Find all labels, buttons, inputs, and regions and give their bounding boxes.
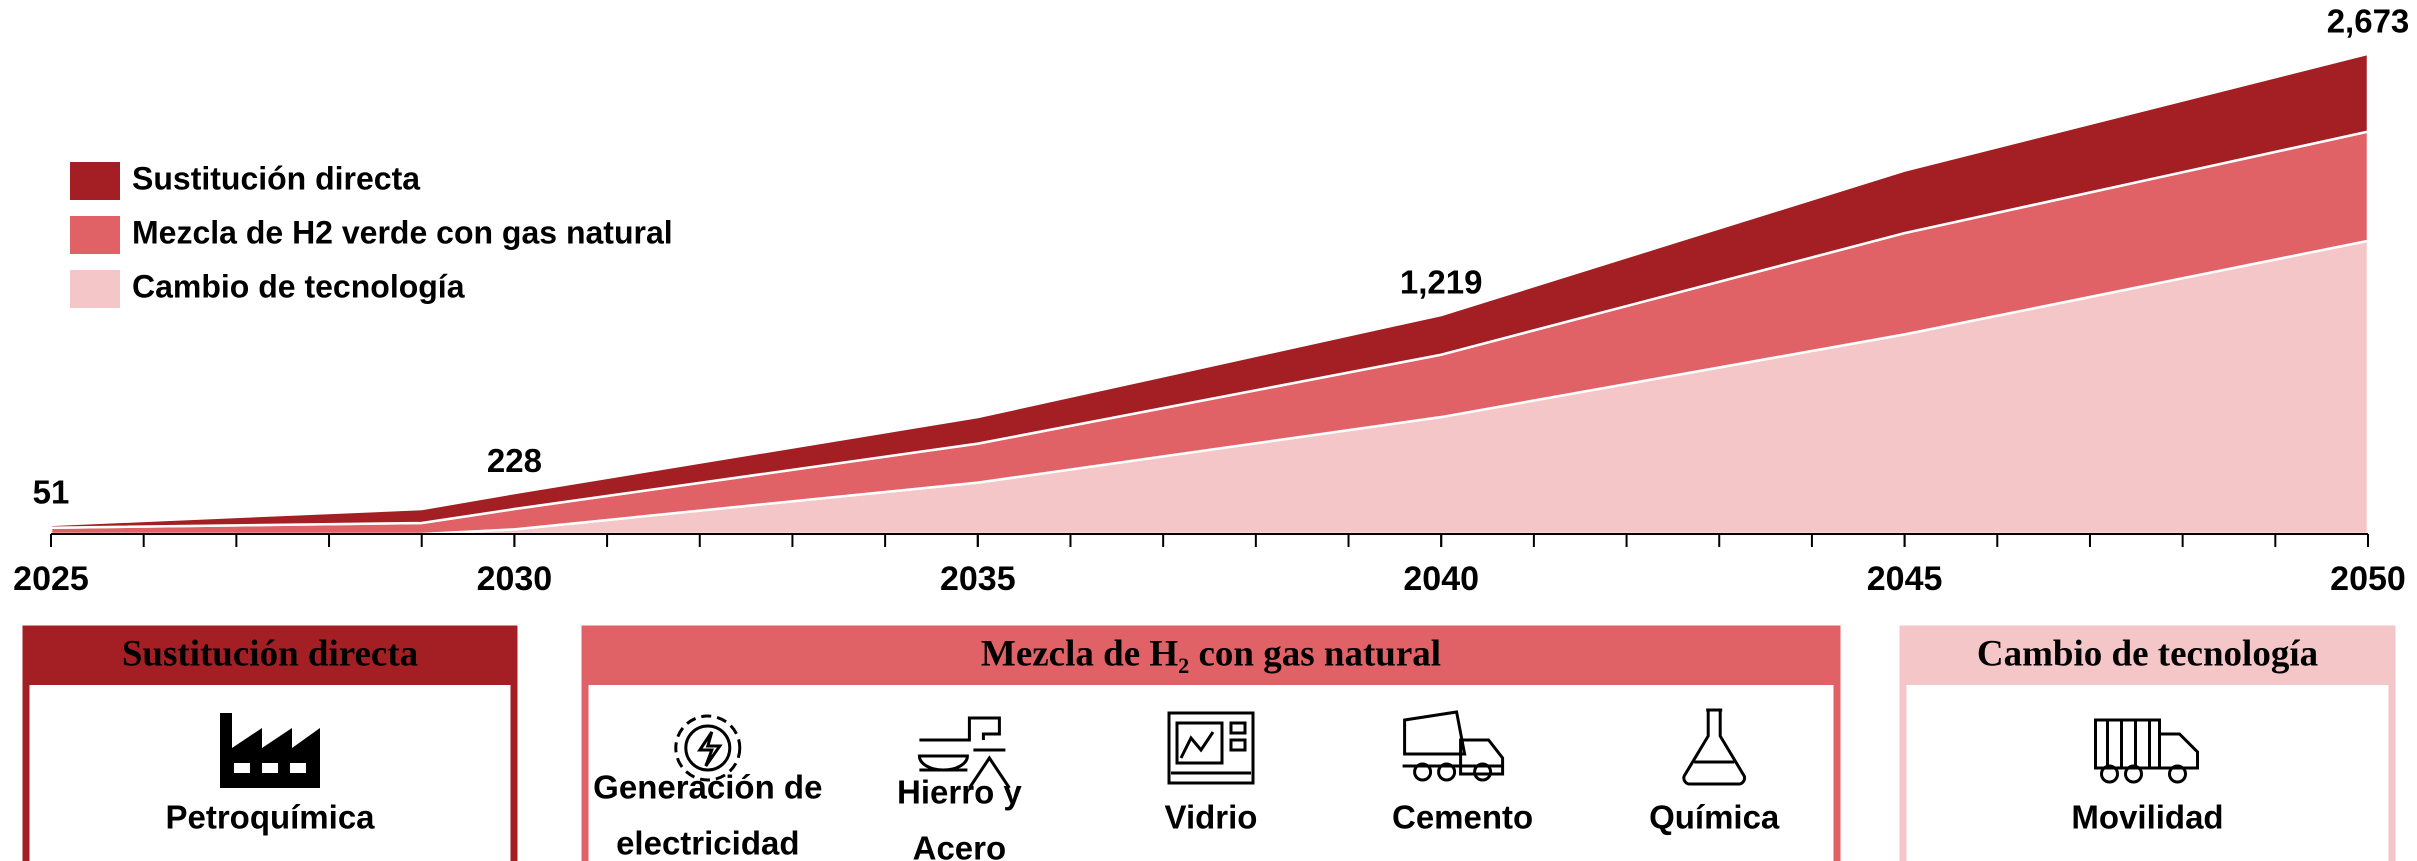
item-label: Petroquímica — [165, 799, 375, 836]
item-label: Hierro y — [897, 774, 1022, 811]
icon-part — [2094, 718, 2199, 770]
icon-part — [1167, 711, 1255, 785]
total-label: 2,673 — [2327, 3, 2410, 40]
item-label: Generación de — [593, 769, 822, 806]
panel: Cambio de tecnología Movilidad — [1899, 625, 2396, 861]
x-tick-label: 2040 — [1403, 560, 1479, 598]
icon-part — [2124, 764, 2143, 784]
legend-swatch — [70, 162, 120, 200]
total-label: 1,219 — [1400, 264, 1483, 301]
icon-part — [674, 714, 742, 782]
item-label: Movilidad — [2071, 799, 2223, 836]
icon-part — [2100, 764, 2119, 784]
icon-part — [1413, 762, 1433, 782]
panel-header — [582, 626, 1840, 685]
panel-title: Cambio de tecnología — [1977, 633, 2318, 674]
icon-part — [684, 724, 732, 772]
icon-part — [262, 763, 278, 773]
item-label: Acero — [913, 830, 1007, 861]
item-label: Química — [1649, 799, 1780, 836]
legend-swatch — [70, 270, 120, 308]
total-label: 228 — [487, 442, 542, 479]
icon-part — [290, 763, 306, 773]
panel-title: Sustitución directa — [122, 633, 418, 674]
panel: Mezcla de H₂ con gas natural Generación d… — [581, 625, 1841, 861]
area — [49, 52, 2370, 529]
x-tick-label: 2035 — [940, 560, 1016, 598]
total-label: 51 — [33, 474, 70, 511]
legend-label: Cambio de tecnología — [132, 268, 465, 304]
panel-header — [23, 626, 517, 685]
icon-part — [2168, 764, 2187, 784]
item-label: electricidad — [616, 825, 799, 861]
panel: Sustitución directa Petroquímica — [22, 625, 518, 861]
icon-part — [234, 763, 250, 773]
x-tick-label: 2025 — [13, 560, 89, 598]
legend-label: Mezcla de H2 verde con gas natural — [132, 214, 673, 250]
item-label: Cemento — [1392, 799, 1533, 836]
panel-title: Mezcla de H₂ con gas natural — [981, 633, 1441, 674]
x-tick-label: 2045 — [1867, 560, 1943, 598]
icon-part — [1473, 762, 1493, 782]
legend-label: Sustitución directa — [132, 160, 420, 196]
icon-part — [1437, 762, 1457, 782]
panel-header — [1900, 626, 2395, 685]
icon-part — [1682, 708, 1747, 786]
item-label: Vidrio — [1165, 799, 1258, 836]
x-tick-label: 2030 — [477, 560, 553, 598]
icon-part — [917, 716, 1011, 789]
legend-swatch — [70, 216, 120, 254]
icon-part — [696, 731, 723, 767]
x-tick-label: 2050 — [2330, 560, 2406, 598]
